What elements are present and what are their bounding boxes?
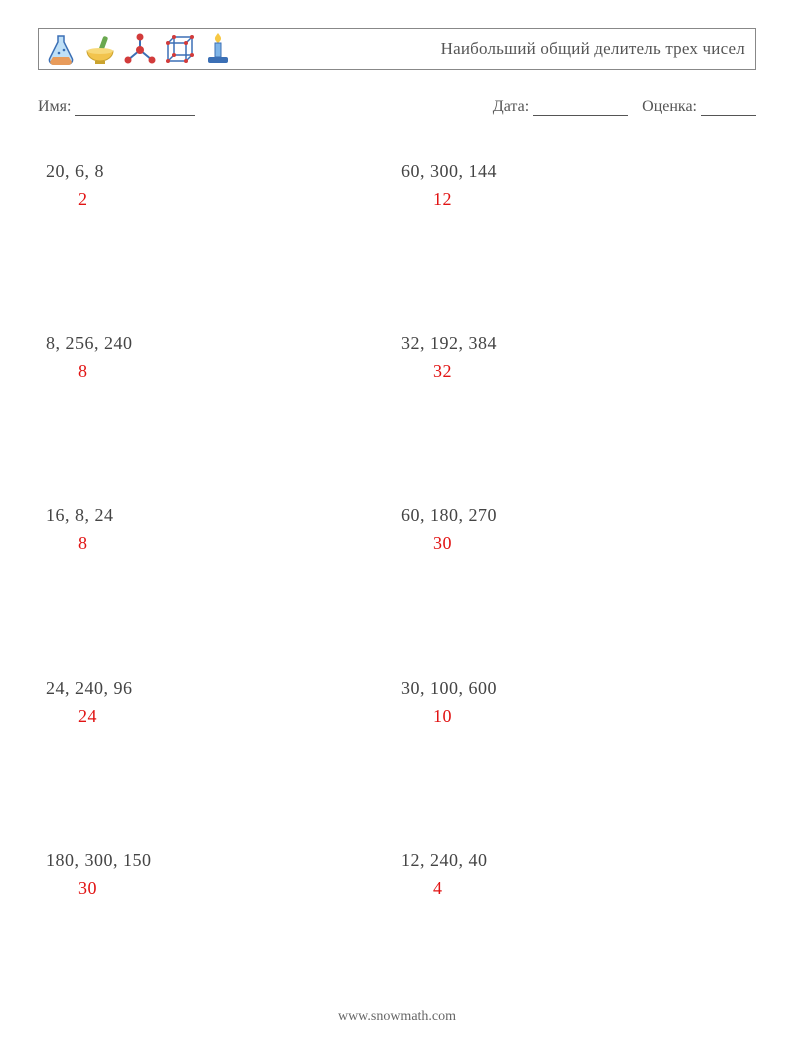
cube-icon	[163, 33, 197, 67]
problem: 12, 240, 404	[401, 847, 716, 901]
score-field: Оценка:	[642, 98, 756, 116]
date-underline	[533, 102, 628, 116]
score-underline	[701, 102, 756, 116]
header-box: Наибольший общий делитель трех чисел	[38, 28, 756, 70]
problem: 16, 8, 248	[46, 502, 361, 556]
problem: 60, 180, 27030	[401, 502, 716, 556]
problem-answer: 4	[433, 875, 716, 901]
date-field: Дата:	[493, 98, 628, 116]
problem-numbers: 60, 180, 270	[401, 502, 716, 528]
problem: 32, 192, 38432	[401, 330, 716, 384]
worksheet-page: Наибольший общий делитель трех чисел Имя…	[0, 0, 794, 901]
problem: 30, 100, 60010	[401, 675, 716, 729]
problem: 24, 240, 9624	[46, 675, 361, 729]
problem-numbers: 30, 100, 600	[401, 675, 716, 701]
header-icons	[45, 31, 233, 67]
problem-answer: 2	[78, 186, 361, 212]
problem: 8, 256, 2408	[46, 330, 361, 384]
problem: 20, 6, 82	[46, 158, 361, 212]
problem-answer: 32	[433, 358, 716, 384]
flask-icon	[45, 33, 77, 67]
burner-icon	[203, 31, 233, 67]
problem-numbers: 60, 300, 144	[401, 158, 716, 184]
mortar-icon	[83, 33, 117, 67]
molecule-icon	[123, 33, 157, 67]
problem-numbers: 180, 300, 150	[46, 847, 361, 873]
problem-answer: 30	[433, 530, 716, 556]
problem-answer: 24	[78, 703, 361, 729]
problem-numbers: 32, 192, 384	[401, 330, 716, 356]
footer: www.snowmath.com	[0, 1009, 794, 1025]
date-label: Дата:	[493, 98, 529, 116]
problem-numbers: 20, 6, 8	[46, 158, 361, 184]
problem-answer: 12	[433, 186, 716, 212]
problem-numbers: 24, 240, 96	[46, 675, 361, 701]
meta-row: Имя: Дата: Оценка:	[38, 98, 756, 116]
problem-numbers: 8, 256, 240	[46, 330, 361, 356]
problem-answer: 8	[78, 530, 361, 556]
score-label: Оценка:	[642, 98, 697, 116]
problem-numbers: 16, 8, 24	[46, 502, 361, 528]
problem: 60, 300, 14412	[401, 158, 716, 212]
problem: 180, 300, 15030	[46, 847, 361, 901]
problem-answer: 10	[433, 703, 716, 729]
problem-numbers: 12, 240, 40	[401, 847, 716, 873]
problem-answer: 8	[78, 358, 361, 384]
problems-grid: 20, 6, 8260, 300, 144128, 256, 240832, 1…	[38, 158, 756, 901]
problem-answer: 30	[78, 875, 361, 901]
name-underline	[75, 102, 195, 116]
worksheet-title: Наибольший общий делитель трех чисел	[441, 39, 745, 59]
name-label: Имя:	[38, 98, 71, 116]
name-field: Имя:	[38, 98, 195, 116]
